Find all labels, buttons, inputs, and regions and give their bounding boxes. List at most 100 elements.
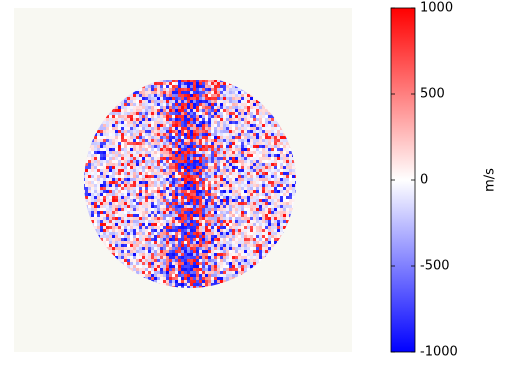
pixel: [151, 148, 154, 151]
pixel: [226, 88, 229, 91]
pixel: [190, 226, 193, 229]
pixel: [193, 223, 196, 226]
pixel: [211, 80, 214, 82]
pixel: [100, 184, 103, 187]
pixel: [145, 151, 148, 154]
pixel: [253, 109, 256, 112]
pixel: [151, 112, 154, 115]
pixel: [250, 241, 253, 244]
pixel: [199, 220, 202, 223]
pixel: [151, 82, 154, 85]
pixel: [157, 238, 160, 241]
pixel: [145, 277, 148, 280]
pixel: [115, 253, 118, 256]
pixel: [163, 226, 166, 229]
pixel: [181, 160, 184, 163]
pixel: [202, 133, 205, 136]
pixel: [187, 121, 190, 124]
pixel: [268, 172, 271, 175]
pixel: [277, 145, 280, 148]
pixel: [145, 166, 148, 169]
pixel: [130, 163, 133, 166]
pixel: [196, 232, 199, 235]
pixel: [265, 139, 268, 142]
pixel: [193, 253, 196, 256]
pixel: [175, 193, 178, 196]
pixel: [169, 172, 172, 175]
pixel: [223, 169, 226, 172]
pixel: [262, 229, 265, 232]
pixel: [106, 226, 109, 229]
pixel: [84, 175, 85, 178]
pixel: [235, 187, 238, 190]
pixel: [241, 178, 244, 181]
pixel: [136, 241, 139, 244]
pixel: [235, 148, 238, 151]
pixel: [232, 139, 235, 142]
pixel: [178, 256, 181, 259]
pixel: [151, 172, 154, 175]
pixel: [253, 229, 256, 232]
pixel: [214, 112, 217, 115]
pixel: [106, 244, 109, 247]
pixel: [148, 133, 151, 136]
pixel: [226, 103, 229, 106]
pixel: [220, 127, 223, 130]
pixel: [238, 127, 241, 130]
pixel: [112, 172, 115, 175]
pixel: [169, 232, 172, 235]
pixel: [133, 253, 136, 256]
pixel: [106, 118, 109, 121]
pixel: [127, 97, 130, 100]
pixel: [184, 247, 187, 250]
pixel: [193, 262, 196, 265]
pixel: [139, 232, 142, 235]
pixel: [163, 121, 166, 124]
pixel: [97, 187, 100, 190]
pixel: [187, 244, 190, 247]
pixel: [181, 142, 184, 145]
pixel: [253, 244, 256, 247]
pixel: [160, 151, 163, 154]
pixel: [118, 247, 121, 250]
pixel: [133, 145, 136, 148]
pixel: [112, 226, 115, 229]
pixel: [277, 211, 280, 214]
pixel: [259, 142, 262, 145]
pixel: [142, 268, 145, 271]
pixel: [247, 133, 250, 136]
pixel: [217, 229, 220, 232]
pixel: [112, 169, 115, 172]
pixel: [244, 151, 247, 154]
pixel: [124, 256, 127, 259]
pixel: [247, 178, 250, 181]
pixel: [160, 271, 163, 274]
pixel: [244, 181, 247, 184]
pixel: [199, 187, 202, 190]
pixel: [160, 184, 163, 187]
pixel: [241, 124, 244, 127]
pixel: [223, 166, 226, 169]
pixel: [241, 175, 244, 178]
pixel: [124, 97, 127, 100]
pixel: [148, 223, 151, 226]
pixel: [136, 217, 139, 220]
pixel: [235, 202, 238, 205]
pixel: [229, 190, 232, 193]
pixel: [181, 82, 184, 85]
pixel: [130, 139, 133, 142]
pixel: [274, 133, 277, 136]
pixel: [145, 115, 148, 118]
pixel: [226, 124, 229, 127]
pixel: [256, 121, 259, 124]
pixel: [226, 115, 229, 118]
pixel: [244, 211, 247, 214]
pixel: [238, 172, 241, 175]
pixel: [148, 118, 151, 121]
pixel: [154, 274, 157, 277]
pixel: [235, 238, 238, 241]
pixel: [91, 139, 94, 142]
pixel: [235, 226, 238, 229]
pixel: [115, 115, 118, 118]
pixel: [268, 127, 271, 130]
